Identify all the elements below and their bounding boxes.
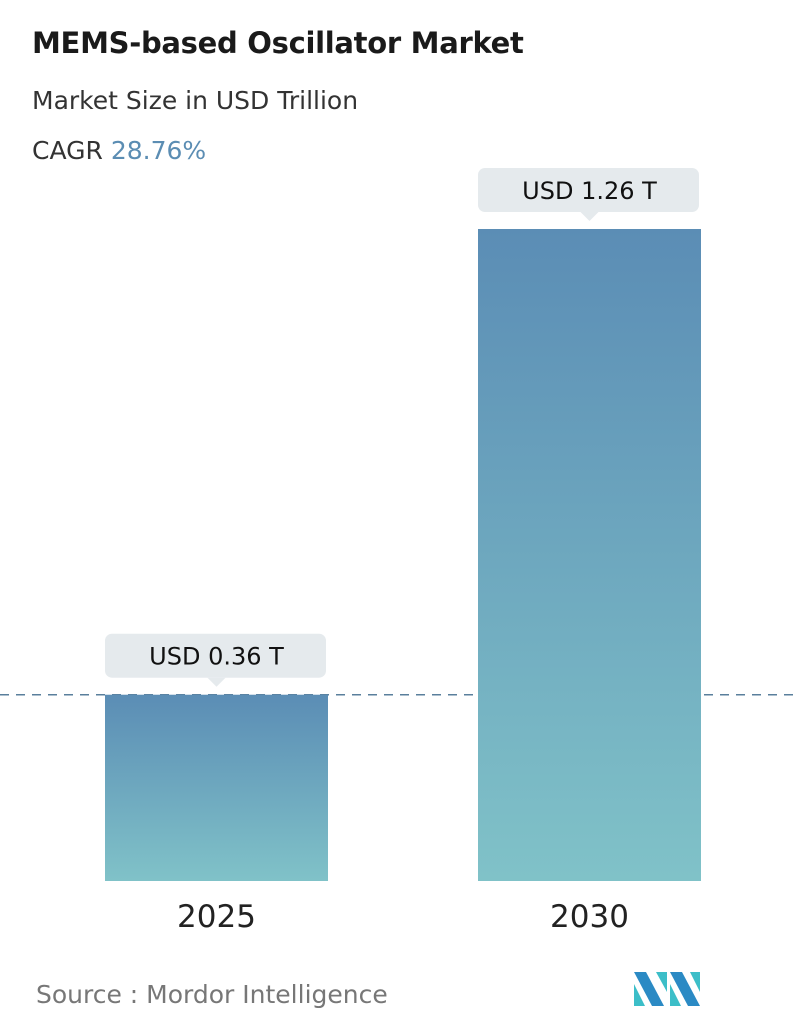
cagr-label: CAGR [32, 136, 103, 165]
cagr-value: 28.76% [110, 136, 207, 165]
chart-title: MEMS-based Oscillator Market [32, 26, 524, 60]
data-label-callout: USD 0.36 T [105, 633, 326, 687]
source-text: Source : Mordor Intelligence [36, 980, 388, 1009]
bar-2030 [478, 229, 701, 881]
cagr: CAGR 28.76% [32, 136, 206, 165]
data-label: USD 0.36 T [149, 643, 284, 671]
data-label-callout: USD 1.26 T [478, 168, 699, 221]
data-label: USD 1.26 T [522, 177, 657, 205]
mordor-logo-icon [634, 972, 700, 1006]
x-tick-label: 2025 [177, 899, 256, 935]
bar-chart: USD 0.36 T 2025 USD 1.26 T 2030 [0, 168, 796, 935]
chart-subtitle: Market Size in USD Trillion [32, 86, 359, 115]
x-tick-label: 2030 [550, 899, 629, 935]
bar-2025 [105, 694, 328, 881]
